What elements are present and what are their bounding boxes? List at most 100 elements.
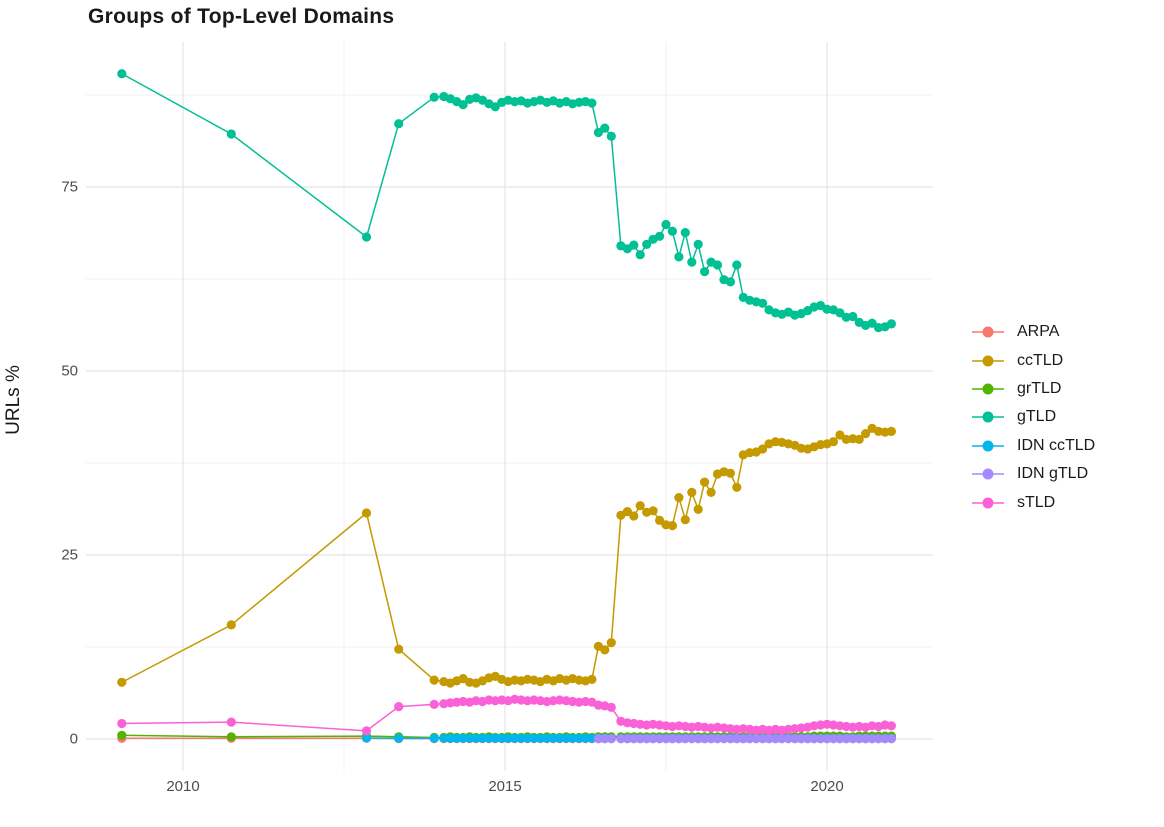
series-point-idn-gtld (648, 734, 658, 744)
series-point-gtld (886, 319, 897, 329)
series-point-gtld (687, 257, 697, 267)
series-point-idn-cctld (587, 733, 597, 743)
legend-key-icon (972, 351, 1004, 371)
series-point-gtld (667, 226, 678, 236)
series-point-gtld (458, 100, 468, 110)
legend-key-icon (972, 493, 1004, 513)
series-point-idn-gtld (828, 734, 839, 744)
series-point-idn-cctld (542, 733, 552, 743)
series-point-cctld (622, 507, 633, 517)
series-point-idn-cctld (465, 733, 475, 743)
series-point-cctld (828, 437, 839, 447)
series-point-idn-gtld (745, 734, 755, 744)
series-point-gtld (674, 252, 684, 262)
series-point-gtld (587, 98, 597, 108)
series-point-cctld (687, 487, 697, 497)
series-point-idn-cctld (439, 733, 449, 743)
series-point-idn-cctld (522, 733, 533, 743)
series-point-idn-gtld (606, 734, 616, 744)
series-point-idn-gtld (790, 734, 800, 744)
legend-item-label: grTLD (1017, 379, 1062, 397)
series-point-stld (394, 702, 404, 712)
series-point-gtld (606, 131, 616, 141)
legend-item-label: gTLD (1017, 408, 1057, 426)
series-point-grtld (226, 732, 236, 742)
series-point-idn-gtld (809, 734, 819, 744)
series-point-idn-cctld (580, 733, 591, 743)
series-point-idn-gtld (796, 734, 806, 744)
series-point-idn-cctld (568, 733, 578, 743)
series-point-gtld (725, 277, 736, 287)
series-point-cctld (117, 677, 127, 687)
series-point-idn-gtld (835, 734, 845, 744)
series-point-idn-gtld (880, 734, 890, 744)
series-point-idn-cctld (394, 733, 404, 743)
series-point-idn-cctld (361, 733, 372, 743)
series-point-idn-gtld (777, 734, 787, 744)
series-point-stld (429, 699, 439, 710)
y-tick-label: 25 (61, 546, 78, 564)
legend-key-icon (972, 436, 1004, 456)
series-point-idn-gtld (687, 734, 697, 744)
series-point-idn-gtld (706, 734, 716, 744)
series-point-gtld (629, 240, 639, 250)
series-point-cctld (629, 511, 639, 521)
series-point-gtld (700, 267, 710, 277)
series-point-gtld (661, 219, 671, 230)
series-point-idn-gtld (841, 734, 851, 744)
series-point-idn-gtld (642, 734, 652, 744)
series-point-idn-gtld (764, 734, 774, 744)
x-tick-label: 2015 (488, 778, 522, 795)
series-point-idn-gtld (661, 734, 671, 744)
series-point-idn-cctld (445, 733, 455, 743)
series-point-cctld (361, 508, 372, 518)
series-line-gtld (121, 73, 892, 329)
series-point-cctld (648, 506, 658, 516)
series-point-gtld (490, 102, 500, 112)
series-point-gtld (361, 232, 372, 242)
series-point-idn-gtld (712, 734, 723, 744)
series-point-idn-cctld (471, 733, 481, 743)
legend-item-grtld: grTLD (972, 375, 1095, 403)
series-point-gtld (593, 127, 604, 138)
series-point-gtld (600, 123, 610, 133)
series-point-gtld (655, 231, 665, 241)
series-point-idn-gtld (622, 734, 633, 744)
series-point-idn-gtld (635, 734, 645, 744)
series-point-cctld (226, 620, 236, 630)
series-point-idn-gtld (822, 734, 832, 744)
series-point-idn-gtld (803, 734, 813, 744)
series-point-idn-gtld (593, 734, 604, 744)
series-point-idn-cctld (490, 733, 500, 743)
series-point-gtld (867, 318, 877, 328)
series-point-cctld (680, 515, 690, 525)
series-point-idn-gtld (616, 734, 626, 744)
series-point-cctld (655, 515, 665, 526)
series-point-gtld (394, 119, 404, 129)
legend-item-label: IDN ccTLD (1017, 436, 1096, 454)
series-point-gtld (429, 92, 439, 102)
series-point-stld (226, 717, 236, 727)
series-point-idn-gtld (732, 734, 742, 744)
legend-item-gtld: gTLD (972, 403, 1095, 431)
x-tick-label: 2020 (810, 778, 844, 795)
series-point-cctld (861, 429, 871, 439)
series-point-idn-gtld (861, 734, 871, 744)
series-point-cctld (394, 644, 404, 654)
series-point-cctld (667, 521, 678, 531)
series-line-cctld (121, 427, 892, 684)
series-point-idn-gtld (655, 734, 665, 744)
series-point-idn-cctld (535, 733, 546, 743)
series-point-idn-gtld (680, 734, 690, 744)
series-point-cctld (886, 426, 897, 436)
series-point-idn-gtld (719, 734, 729, 744)
series-point-gtld (693, 239, 703, 249)
series-point-idn-gtld (886, 734, 897, 744)
series-point-gtld (117, 69, 127, 79)
legend-item-arpa: ARPA (972, 318, 1095, 346)
series-point-gtld (732, 260, 742, 270)
x-tick-label: 2010 (166, 778, 200, 795)
series-point-idn-cctld (452, 733, 462, 743)
series-point-idn-cctld (503, 733, 513, 743)
